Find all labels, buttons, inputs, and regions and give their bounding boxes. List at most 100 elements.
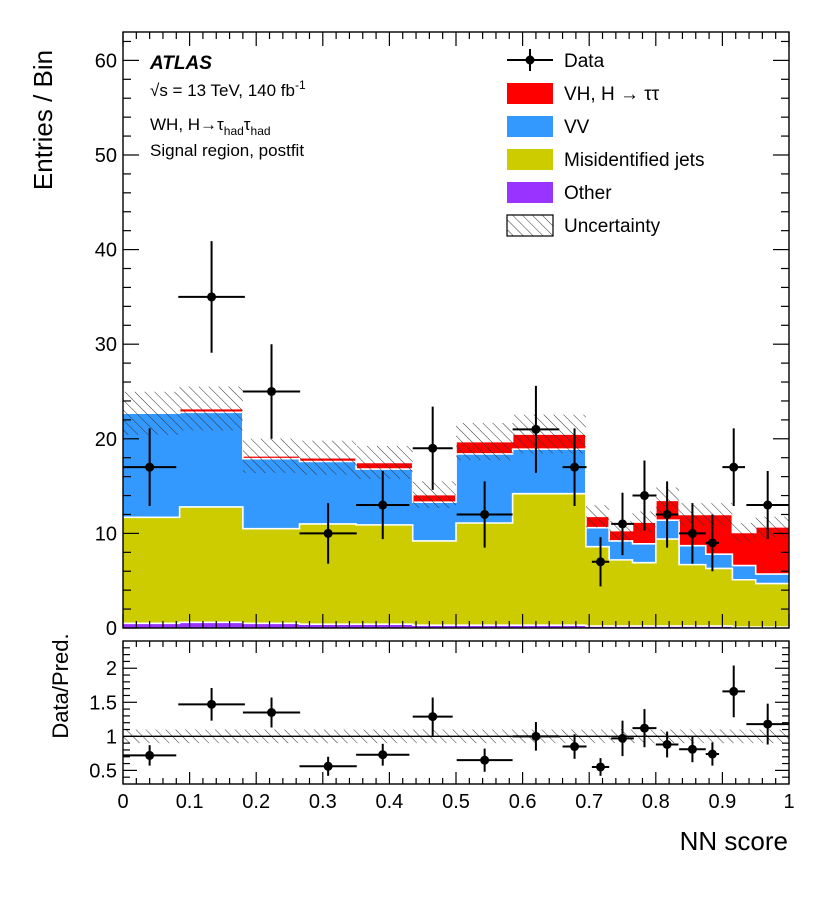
data-point	[729, 462, 739, 472]
stack-bar-other	[179, 622, 244, 628]
legend-label-other: Other	[564, 183, 612, 204]
data-point	[267, 386, 277, 396]
legend-label-misidentified-jets: Misidentified jets	[564, 150, 704, 171]
legend-swatch-data-marker	[525, 55, 535, 65]
stack-bar-other	[299, 624, 357, 628]
stack-bar-other	[123, 623, 181, 628]
stack-bar-other	[705, 626, 733, 628]
uncertainty-band	[242, 438, 300, 474]
uncertainty-band	[412, 481, 456, 508]
data-point	[687, 528, 697, 538]
ratio-point	[687, 744, 697, 754]
ratio-point	[729, 686, 739, 696]
ratio-point	[763, 719, 773, 729]
legend-swatch-vv	[507, 116, 553, 137]
y-tick-label: 40	[95, 240, 117, 262]
stack-bar-other	[655, 626, 680, 628]
ratio-point	[618, 733, 627, 743]
y-tick-label: 0	[106, 618, 117, 640]
y-tick-label: 20	[95, 429, 117, 451]
ratio-point	[570, 742, 580, 752]
data-point	[145, 462, 155, 472]
x-tick-label: 0.7	[575, 791, 603, 813]
legend-label-vv: VV	[564, 117, 590, 138]
stack-bar-other	[412, 625, 457, 628]
x-tick-label: 0.1	[176, 791, 204, 813]
uncertainty-band	[179, 386, 243, 431]
process-label: WH, H→τhadτhad	[150, 115, 271, 138]
region-label: Signal region, postfit	[150, 141, 304, 160]
ratio-y-tick-label: 1	[106, 726, 117, 748]
uncertainty-band	[299, 440, 357, 475]
legend-label-data: Data	[564, 51, 605, 72]
atlas-label: ATLAS	[149, 53, 212, 74]
x-tick-label: 0	[117, 791, 128, 813]
legend-swatch-misidentified-jets	[507, 149, 553, 170]
y-tick-label: 30	[95, 334, 117, 356]
ratio-point	[207, 699, 217, 709]
legend-label-uncertainty: Uncertainty	[564, 216, 661, 237]
y-tick-label: 60	[95, 50, 117, 72]
uncertainty-band	[356, 445, 413, 479]
x-tick-label: 0.9	[708, 791, 736, 813]
data-point	[480, 509, 490, 519]
data-point	[707, 538, 717, 548]
ratio-point	[267, 708, 277, 717]
x-axis-title: NN score	[680, 826, 788, 856]
y-tick-label: 50	[95, 145, 117, 167]
ratio-point	[662, 740, 672, 750]
stack-bar-misidentified-jets	[123, 517, 181, 628]
legend: Data VH, H → ττ VV Misidentified jets Other U…	[506, 49, 704, 237]
stack-bar-misidentified-jets	[755, 583, 789, 628]
ratio-y-tick-label: 1.5	[89, 692, 117, 714]
stack-bar-misidentified-jets	[242, 528, 300, 628]
x-tick-label: 1	[783, 791, 794, 813]
ratio-y-tick-label: 2	[106, 658, 117, 680]
x-tick-label: 0.8	[642, 791, 670, 813]
ratio-point	[596, 762, 606, 772]
legend-swatch-other	[507, 182, 553, 203]
ratio-point	[378, 750, 388, 760]
data-point	[531, 424, 541, 434]
data-point	[570, 462, 580, 472]
stack-bar-misidentified-jets	[632, 562, 657, 628]
stack-bar-misidentified-jets	[412, 540, 457, 628]
data-point	[639, 491, 649, 501]
uncertainty-band	[585, 505, 610, 528]
data-point	[207, 292, 217, 302]
ratio-point	[480, 755, 490, 765]
stack-bar-other	[242, 623, 300, 628]
data-point	[378, 500, 388, 510]
legend-swatch-vh-h	[507, 83, 553, 104]
stack-bar-misidentified-jets	[512, 493, 587, 628]
stack-bar-other	[679, 626, 707, 628]
stack-bar-other	[356, 624, 414, 628]
uncertainty-band	[755, 516, 789, 537]
x-tick-label: 0.5	[442, 791, 470, 813]
data-point	[596, 557, 606, 567]
data-point	[662, 509, 672, 519]
legend-swatch-uncertainty	[506, 214, 554, 237]
ratio-point	[531, 731, 541, 741]
y-axis-title: Entries / Bin	[28, 50, 58, 190]
stack-bar-misidentified-jets	[356, 524, 414, 628]
stack-bar-other	[632, 626, 657, 628]
x-tick-label: 0.4	[375, 791, 403, 813]
stack-bar-misidentified-jets	[679, 564, 707, 628]
legend-label-vh-h: VH, H → ττ	[564, 84, 660, 105]
uncertainty-band	[705, 503, 733, 526]
ratio-y-axis-title: Data/Pred.	[48, 633, 73, 738]
data-point	[323, 528, 333, 538]
ratio-point	[639, 723, 649, 733]
ratio-point	[145, 750, 155, 760]
stack-bar-misidentified-jets	[732, 579, 757, 628]
data-point	[618, 519, 627, 529]
x-tick-label: 0.6	[509, 791, 537, 813]
stack-bar-misidentified-jets	[609, 559, 633, 628]
stack-bar-other	[585, 626, 610, 628]
x-tick-label: 0.2	[242, 791, 270, 813]
stack-bar-misidentified-jets	[179, 506, 244, 628]
y-tick-label: 10	[95, 523, 117, 545]
ratio-point	[428, 712, 438, 722]
